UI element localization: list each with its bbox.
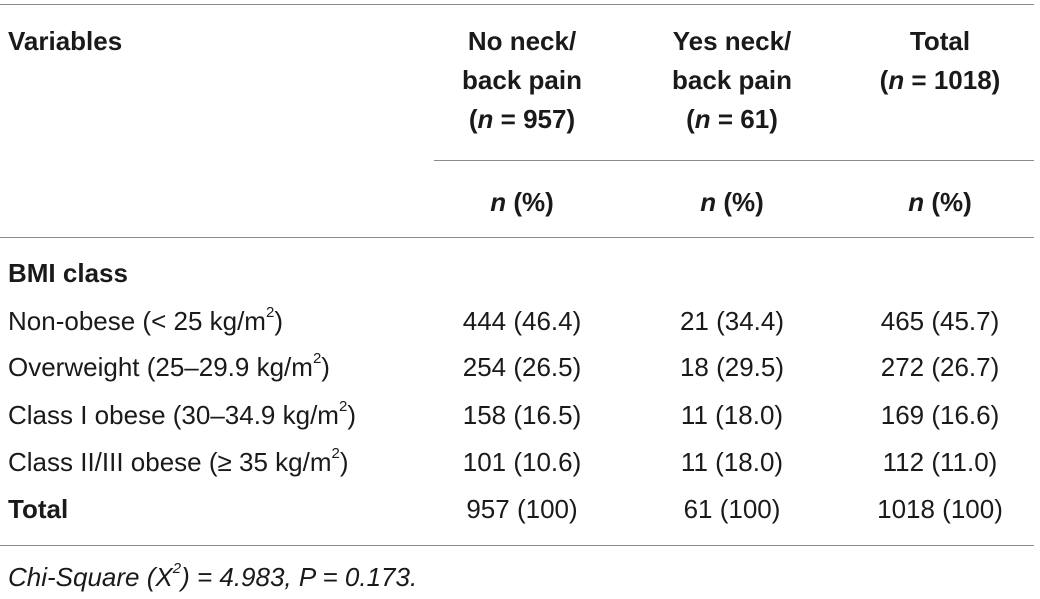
header-total-n: (n = 1018)	[879, 65, 1001, 95]
total-cell-total: 1018 (100)	[877, 494, 1003, 524]
header-yes-pain-n: (n = 61)	[686, 104, 778, 134]
row-label: Class II/III obese (≥ 35 kg/m2)	[8, 445, 349, 477]
header-yes-pain-line1: Yes neck/	[672, 26, 792, 56]
subheader-yes: n (%)	[700, 187, 764, 217]
table-cell-total: 272 (26.7)	[880, 352, 1000, 382]
footnote: Chi-Square (X2) = 4.983, P = 0.173.	[8, 560, 418, 592]
table-cell-total: 465 (45.7)	[880, 306, 1000, 336]
table-cell-no: 101 (10.6)	[462, 447, 582, 477]
total-cell-no: 957 (100)	[466, 494, 578, 524]
top-rule	[0, 4, 1034, 5]
header-variables: Variables	[8, 26, 123, 56]
row-label: Non-obese (< 25 kg/m2)	[8, 304, 283, 336]
section-label: BMI class	[8, 258, 128, 288]
row-label: Class I obese (30–34.9 kg/m2)	[8, 398, 356, 430]
table-cell-yes: 18 (29.5)	[679, 352, 785, 382]
header-yes-pain-line2: back pain	[672, 65, 792, 95]
subheader-no: n (%)	[490, 187, 554, 217]
table-cell-yes: 11 (18.0)	[680, 400, 784, 430]
header-bottom-rule	[0, 237, 1034, 238]
table-cell-total: 112 (11.0)	[882, 447, 998, 477]
total-row-label: Total	[8, 494, 69, 524]
table-cell-no: 444 (46.4)	[462, 306, 582, 336]
table-cell-total: 169 (16.6)	[880, 400, 1000, 430]
table-cell-no: 254 (26.5)	[462, 352, 582, 382]
header-no-pain-line2: back pain	[462, 65, 582, 95]
header-mid-rule	[434, 160, 1034, 161]
bottom-rule	[0, 545, 1034, 546]
table-cell-yes: 11 (18.0)	[680, 447, 784, 477]
table-cell-yes: 21 (34.4)	[679, 306, 785, 336]
header-no-pain-line1: No neck/	[467, 26, 577, 56]
subheader-total: n (%)	[908, 187, 972, 217]
total-cell-yes: 61 (100)	[683, 494, 781, 524]
row-label: Overweight (25–29.9 kg/m2)	[8, 350, 330, 382]
header-total-line1: Total	[909, 26, 971, 56]
header-no-pain-n: (n = 957)	[468, 104, 576, 134]
table-cell-no: 158 (16.5)	[462, 400, 582, 430]
